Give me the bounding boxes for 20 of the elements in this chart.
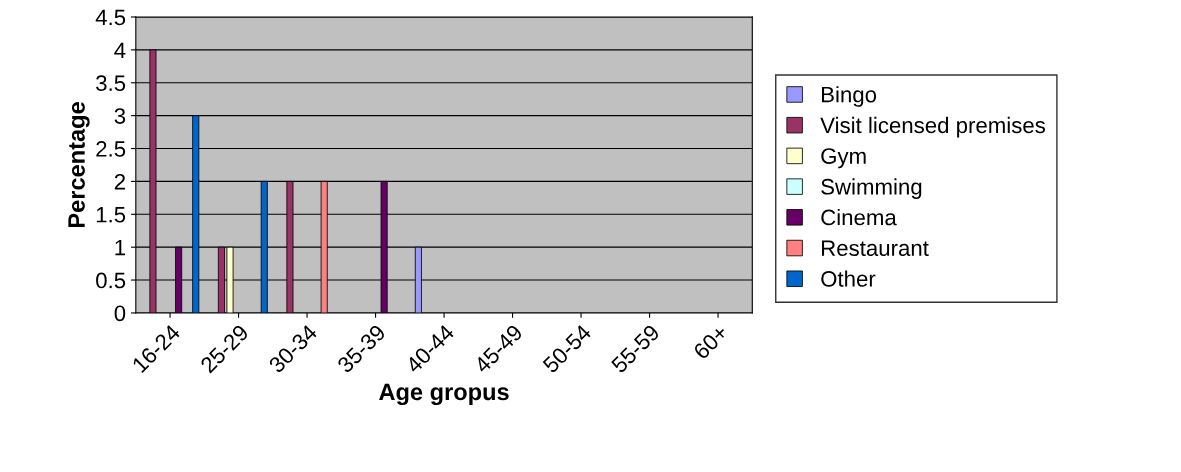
x-axis-title: Age gropus bbox=[379, 383, 509, 406]
legend-label: Gym bbox=[821, 148, 866, 169]
legend-label: Swimming bbox=[821, 178, 922, 199]
y-tick-label: 3 bbox=[114, 108, 126, 124]
legend-label: Restaurant bbox=[822, 240, 929, 257]
y-tick-label: 4.5 bbox=[95, 9, 126, 26]
y-tick-label: 0 bbox=[114, 305, 126, 322]
y-axis-title: Percentage bbox=[68, 102, 90, 228]
legend-label: Visit licensed premises bbox=[820, 116, 1045, 138]
y-tick-label: 2 bbox=[114, 173, 125, 190]
y-tick-label: 4 bbox=[114, 42, 126, 58]
y-tick-label: 3.5 bbox=[96, 75, 126, 92]
legend-label: Cinema bbox=[821, 209, 897, 226]
y-tick-label: 2.5 bbox=[96, 141, 126, 157]
y-tick-label: 1.5 bbox=[96, 207, 126, 223]
x-tick-label: 60+ bbox=[692, 323, 729, 361]
legend-label: Other bbox=[821, 270, 876, 287]
y-tick-label: 0.5 bbox=[96, 272, 126, 289]
y-tick-label: 1 bbox=[115, 239, 126, 256]
legend-label: Bingo bbox=[822, 86, 877, 107]
